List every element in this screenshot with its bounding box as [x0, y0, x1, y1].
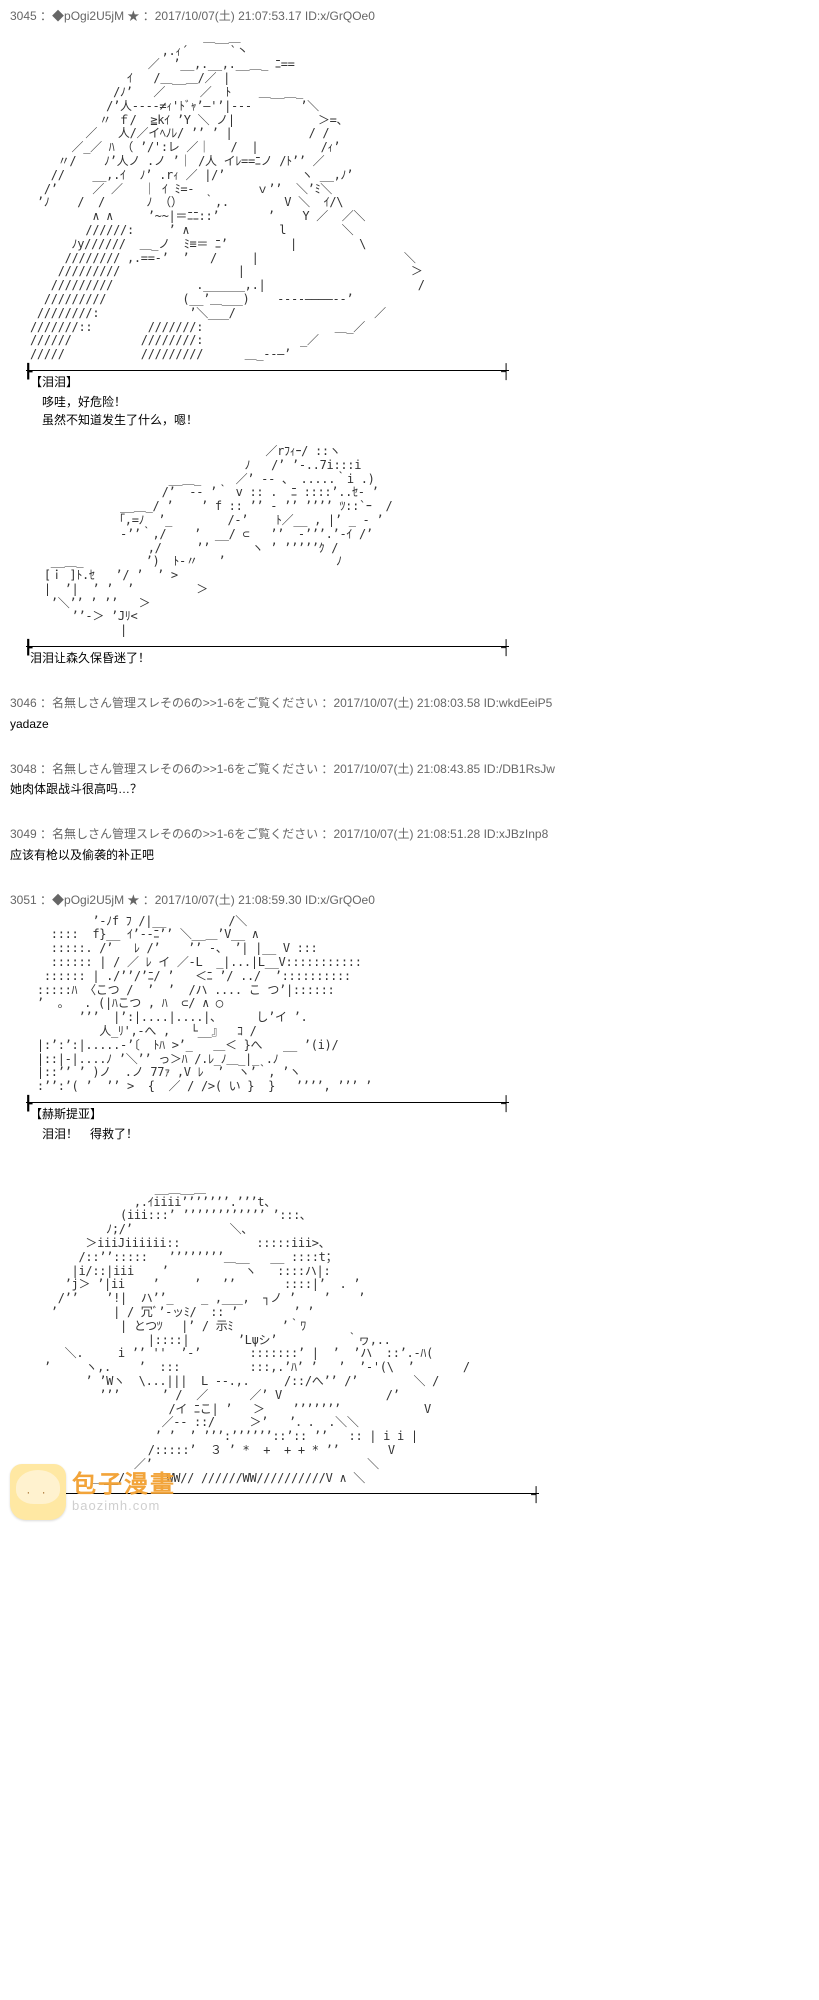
post-body: 应该有枪以及偷袭的补正吧 — [10, 847, 809, 864]
post-number: 3046 — [10, 696, 37, 710]
post-3048: 3048 ：名無しさん管理スレその6の>>1-6をご覧ください ：2017/10… — [10, 761, 809, 799]
post-id: ID:wkdEeiP5 — [484, 696, 553, 710]
section-divider — [26, 370, 509, 371]
ascii-art-block: __＿__＿ ,.ｲiiii’’’’’’’.’’’t、 (iii:::’ ’’’… — [30, 1182, 809, 1486]
post-body: 她肉体跟战斗很高吗…？ — [10, 781, 809, 798]
post-timestamp: 2017/10/07(土) 21:08:59.30 — [155, 893, 302, 907]
post-header: 3049 ：名無しさん管理スレその6の>>1-6をご覧ください ：2017/10… — [10, 826, 809, 843]
post-header: 3045 ：◆pOgi2U5jM ★ ：2017/10/07(土) 21:07:… — [10, 8, 809, 25]
post-3049: 3049 ：名無しさん管理スレその6の>>1-6をご覧ください ：2017/10… — [10, 826, 809, 864]
post-body: yadaze — [10, 716, 809, 733]
site-watermark: 包子漫畫 baozimh.com — [10, 1464, 176, 1520]
dialog-lines: 哆哇，好危险！ 虽然不知道发生了什么，嗯！ — [42, 393, 809, 429]
post-timestamp: 2017/10/07(土) 21:08:51.28 — [333, 827, 480, 841]
speaker-tag: 【赫斯提亚】 — [30, 1105, 809, 1123]
ascii-art-figure-2: ／rﾌｨｰ/ ::ヽ ﾉ /’ ’-..7i:::i __＿_ ／’ -- 、 … — [30, 445, 809, 638]
watermark-sub: baozimh.com — [72, 1499, 176, 1512]
narration-line: 泪泪让森久保昏迷了！ — [30, 649, 809, 667]
post-3045: 3045 ：◆pOgi2U5jM ★ ：2017/10/07(土) 21:07:… — [10, 8, 809, 667]
section-divider — [26, 646, 509, 647]
ascii-art-block: ＿__＿ ,.ｨ´ `丶 ／ ’__,.__,.__＿_ ﾆ== ｲ /＿__＿… — [30, 31, 809, 362]
post-name: 名無しさん管理スレその6の>>1-6をご覧ください — [52, 827, 318, 841]
dialog-line: 哆哇，好危险！ — [42, 393, 809, 411]
post-number: 3049 — [10, 827, 37, 841]
post-name: ◆pOgi2U5jM ★ — [52, 893, 139, 907]
post-3051: 3051 ：◆pOgi2U5jM ★ ：2017/10/07(土) 21:08:… — [10, 892, 809, 1494]
post-header: 3048 ：名無しさん管理スレその6の>>1-6をご覧ください ：2017/10… — [10, 761, 809, 778]
watermark-title: 包子漫畫 — [72, 1473, 176, 1497]
ascii-art-figure-1: ＿__＿ ,.ｨ´ `丶 ／ ’__,.__,.__＿_ ﾆ== ｲ /＿__＿… — [30, 31, 809, 362]
ascii-art-figure-4: __＿__＿ ,.ｲiiii’’’’’’’.’’’t、 (iii:::’ ’’’… — [30, 1182, 809, 1486]
dialog-line: 泪泪！ 得救了！ — [42, 1125, 809, 1143]
watermark-text: 包子漫畫 baozimh.com — [72, 1473, 176, 1512]
post-header: 3046 ：名無しさん管理スレその6の>>1-6をご覧ください ：2017/10… — [10, 695, 809, 712]
bun-icon — [10, 1464, 66, 1520]
post-number: 3045 — [10, 9, 37, 23]
speaker-tag: 【泪泪】 — [30, 373, 809, 391]
ascii-art-block: ／rﾌｨｰ/ ::ヽ ﾉ /’ ’-..7i:::i __＿_ ／’ -- 、 … — [30, 445, 809, 638]
dialog-line: 虽然不知道发生了什么，嗯！ — [42, 411, 809, 429]
ascii-art-block: ’-ﾉf ﾌ /|__ /＼ :::: f}__ ｲ’--ﾆ’’ ＼__＿’V_… — [30, 915, 809, 1094]
post-timestamp: 2017/10/07(土) 21:08:43.85 — [333, 762, 480, 776]
dialog-lines: 泪泪！ 得救了！ — [42, 1125, 809, 1143]
post-timestamp: 2017/10/07(土) 21:08:03.58 — [333, 696, 480, 710]
post-name: 名無しさん管理スレその6の>>1-6をご覧ください — [52, 696, 318, 710]
post-timestamp: 2017/10/07(土) 21:07:53.17 — [155, 9, 302, 23]
post-name: ◆pOgi2U5jM ★ — [52, 9, 139, 23]
post-number: 3051 — [10, 893, 37, 907]
post-id: ID:x/GrQOe0 — [305, 893, 375, 907]
post-header: 3051 ：◆pOgi2U5jM ★ ：2017/10/07(土) 21:08:… — [10, 892, 809, 909]
post-name: 名無しさん管理スレその6の>>1-6をご覧ください — [52, 762, 318, 776]
post-number: 3048 — [10, 762, 37, 776]
section-divider — [26, 1102, 509, 1103]
ascii-art-figure-3: ’-ﾉf ﾌ /|__ /＼ :::: f}__ ｲ’--ﾆ’’ ＼__＿’V_… — [30, 915, 809, 1094]
post-id: ID:x/GrQOe0 — [305, 9, 375, 23]
post-id: ID:xJBzInp8 — [484, 827, 549, 841]
post-3046: 3046 ：名無しさん管理スレその6の>>1-6をご覧ください ：2017/10… — [10, 695, 809, 733]
post-id: ID:/DB1RsJw — [484, 762, 555, 776]
